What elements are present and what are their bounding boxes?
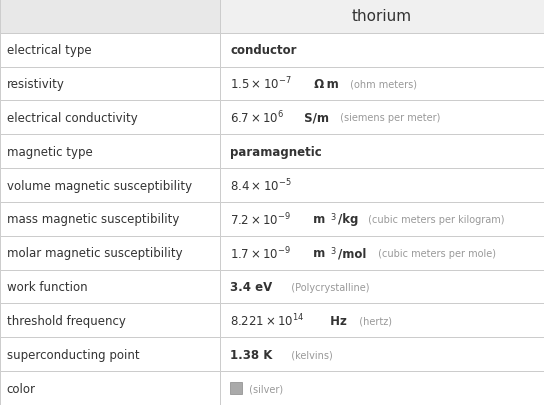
Bar (0, 135, 220, 168)
Bar (0, 202, 220, 236)
Text: $6.7\times10^{6}$: $6.7\times10^{6}$ (230, 110, 284, 126)
Text: Ω m: Ω m (310, 78, 338, 91)
Bar (220, 135, 544, 168)
Text: m: m (309, 213, 325, 226)
Text: (siemens per meter): (siemens per meter) (337, 113, 441, 123)
Text: $^3$: $^3$ (330, 213, 337, 226)
Text: Hz: Hz (326, 314, 347, 327)
Text: m: m (308, 247, 325, 260)
Text: $1.7\times10^{-9}$: $1.7\times10^{-9}$ (230, 245, 291, 261)
Text: (ohm meters): (ohm meters) (347, 79, 417, 89)
Text: $^3$: $^3$ (330, 247, 336, 260)
Bar (220, 337, 544, 371)
Text: (kelvins): (kelvins) (285, 350, 332, 359)
Bar (0, 371, 220, 405)
Text: (cubic meters per kilogram): (cubic meters per kilogram) (365, 214, 504, 224)
Text: resistivity: resistivity (7, 78, 64, 91)
Bar (0, 304, 220, 337)
Text: electrical conductivity: electrical conductivity (7, 111, 137, 124)
Text: $8.221\times10^{14}$: $8.221\times10^{14}$ (230, 312, 305, 329)
Text: /mol: /mol (338, 247, 367, 260)
Text: S/m: S/m (300, 111, 329, 124)
Bar (0, 168, 220, 202)
Bar (220, 236, 544, 270)
Text: volume magnetic susceptibility: volume magnetic susceptibility (7, 179, 191, 192)
Text: electrical type: electrical type (7, 44, 91, 57)
Bar (220, 371, 544, 405)
Text: (hertz): (hertz) (353, 315, 392, 326)
Text: mass magnetic susceptibility: mass magnetic susceptibility (7, 213, 179, 226)
Text: thorium: thorium (352, 9, 412, 24)
Text: conductor: conductor (230, 44, 296, 57)
Bar (0, 236, 220, 270)
Bar (230, 382, 242, 394)
Text: magnetic type: magnetic type (7, 145, 92, 158)
Text: (Polycrystalline): (Polycrystalline) (285, 282, 369, 292)
Text: /kg: /kg (338, 213, 359, 226)
Bar (0, 67, 220, 101)
Text: (silver): (silver) (246, 383, 283, 393)
Bar (0, 337, 220, 371)
Text: (cubic meters per mole): (cubic meters per mole) (375, 248, 496, 258)
Text: superconducting point: superconducting point (7, 348, 139, 361)
Text: threshold frequency: threshold frequency (7, 314, 126, 327)
Bar (220, 101, 544, 135)
Text: $1.5\times10^{-7}$: $1.5\times10^{-7}$ (230, 76, 292, 92)
Text: work function: work function (7, 280, 87, 293)
Bar (220, 34, 544, 67)
Text: paramagnetic: paramagnetic (230, 145, 322, 158)
Text: 1.38 K: 1.38 K (230, 348, 273, 361)
Bar (0, 270, 220, 304)
Text: 3.4 eV: 3.4 eV (230, 280, 273, 293)
Bar (220, 270, 544, 304)
Bar (220, 168, 544, 202)
Text: color: color (7, 382, 35, 394)
Text: $8.4\times10^{-5}$: $8.4\times10^{-5}$ (230, 177, 292, 194)
Bar (220, 304, 544, 337)
Bar (220, 67, 544, 101)
Bar (220, 0, 544, 34)
Bar (0, 0, 220, 34)
Text: $7.2\times10^{-9}$: $7.2\times10^{-9}$ (230, 211, 291, 228)
Text: molar magnetic susceptibility: molar magnetic susceptibility (7, 247, 182, 260)
Bar (0, 34, 220, 67)
Bar (220, 202, 544, 236)
Bar (0, 101, 220, 135)
